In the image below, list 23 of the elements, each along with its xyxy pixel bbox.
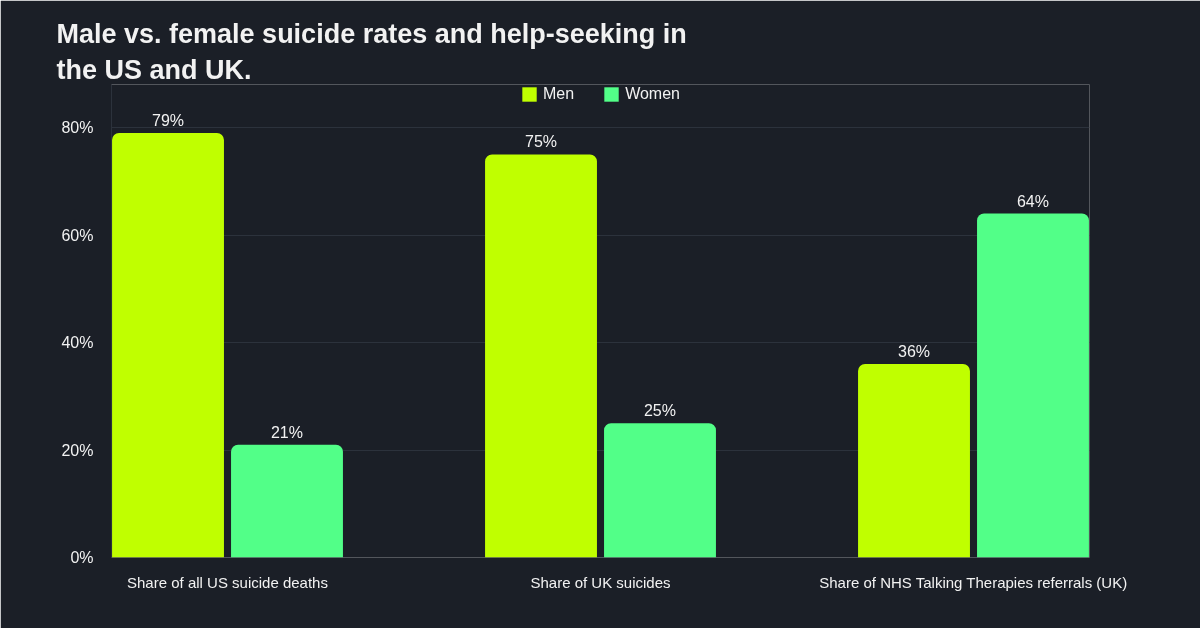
legend-label: Men bbox=[543, 85, 575, 103]
bar bbox=[977, 213, 1089, 558]
y-tick-label: 40% bbox=[61, 334, 94, 351]
data-label: 75% bbox=[525, 133, 558, 151]
chart-title: Male vs. female suicide rates and help-seeking in the US and UK. bbox=[56, 18, 687, 85]
x-tick-label: Share of UK suicides bbox=[530, 573, 671, 591]
bar bbox=[604, 423, 716, 558]
data-label: 79% bbox=[152, 111, 185, 129]
y-tick-label: 80% bbox=[61, 119, 94, 136]
y-tick-label: 60% bbox=[61, 226, 94, 244]
data-label: 25% bbox=[643, 402, 677, 420]
bar bbox=[231, 444, 343, 558]
y-tick-label: 0% bbox=[70, 549, 94, 566]
data-label: 36% bbox=[897, 343, 931, 360]
data-label: 21% bbox=[270, 423, 304, 441]
bar bbox=[858, 364, 970, 558]
x-tick-label: Share of NHS Talking Therapies referrals (UK) bbox=[819, 573, 1128, 591]
data-label: 64% bbox=[1016, 192, 1050, 210]
y-tick-label: 20% bbox=[61, 441, 94, 459]
bar bbox=[485, 154, 597, 558]
x-tick-label: Share of all US suicide deaths bbox=[127, 573, 328, 591]
legend-label: Women bbox=[625, 85, 680, 103]
bar bbox=[112, 132, 224, 558]
